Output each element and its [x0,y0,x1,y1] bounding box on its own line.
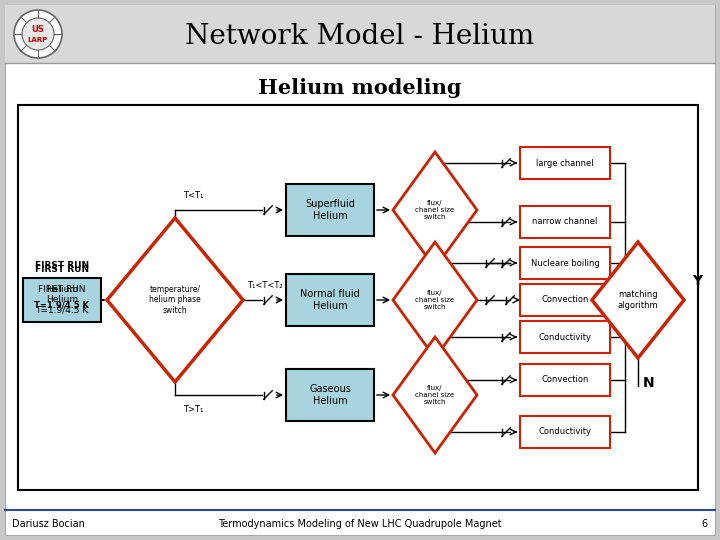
Text: T>T₁: T>T₁ [183,405,203,414]
Text: Normal fluid
Helium: Normal fluid Helium [300,289,360,311]
Circle shape [14,10,62,58]
Text: Network Model - Helium: Network Model - Helium [185,24,535,51]
Text: Conductivity: Conductivity [539,428,592,436]
Bar [23,278,101,322]
Polygon shape [393,152,477,268]
Text: flux/
chanel size
switch: flux/ chanel size switch [415,385,454,405]
Text: 6: 6 [702,519,708,529]
Bar [520,416,610,448]
Text: T<T₁: T<T₁ [183,191,203,200]
Bar [520,284,610,316]
Bar [286,369,374,421]
Text: Y: Y [692,274,702,288]
Text: N: N [643,376,654,390]
Bar [520,206,610,238]
Text: Dariusz Bocian: Dariusz Bocian [12,519,85,529]
Text: T=1.9/4.5 K: T=1.9/4.5 K [35,300,89,309]
Polygon shape [393,242,477,358]
Circle shape [22,18,54,50]
Text: FIRST RUN
Helium
T=1.9/4.5 K: FIRST RUN Helium T=1.9/4.5 K [35,285,89,315]
Text: matching
algorithm: matching algorithm [618,291,658,310]
Text: Helium modeling: Helium modeling [258,78,462,98]
Text: Convection: Convection [541,375,589,384]
Polygon shape [393,337,477,453]
Text: LARP: LARP [28,37,48,43]
Bar [18,105,698,490]
Text: FIRST RUN: FIRST RUN [35,266,89,274]
Polygon shape [592,242,684,358]
Bar [5,5,715,63]
Polygon shape [107,218,243,382]
Text: flux/
chanel size
switch: flux/ chanel size switch [415,290,454,310]
Bar [520,364,610,396]
Bar [520,147,610,179]
Text: Conductivity: Conductivity [539,333,592,341]
Text: temperature/
helium phase
switch: temperature/ helium phase switch [149,285,201,315]
Bar [286,274,374,326]
Text: Termodynamics Modeling of New LHC Quadrupole Magnet: Termodynamics Modeling of New LHC Quadru… [218,519,502,529]
Bar [520,321,610,353]
Text: FIRST RUN: FIRST RUN [35,261,89,271]
Text: Convection: Convection [541,295,589,305]
Text: T₁<T<T₂: T₁<T<T₂ [247,281,283,290]
Bar [286,184,374,236]
Text: Nucleare boiling: Nucleare boiling [531,259,599,267]
Text: flux/
chanel size
switch: flux/ chanel size switch [415,200,454,220]
Text: large channel: large channel [536,159,594,167]
Text: US: US [32,25,45,35]
Text: Gaseous
Helium: Gaseous Helium [309,384,351,406]
Bar [520,247,610,279]
Text: Helium: Helium [46,285,78,294]
Text: narrow channel: narrow channel [532,218,598,226]
Text: Superfluid
Helium: Superfluid Helium [305,199,355,221]
